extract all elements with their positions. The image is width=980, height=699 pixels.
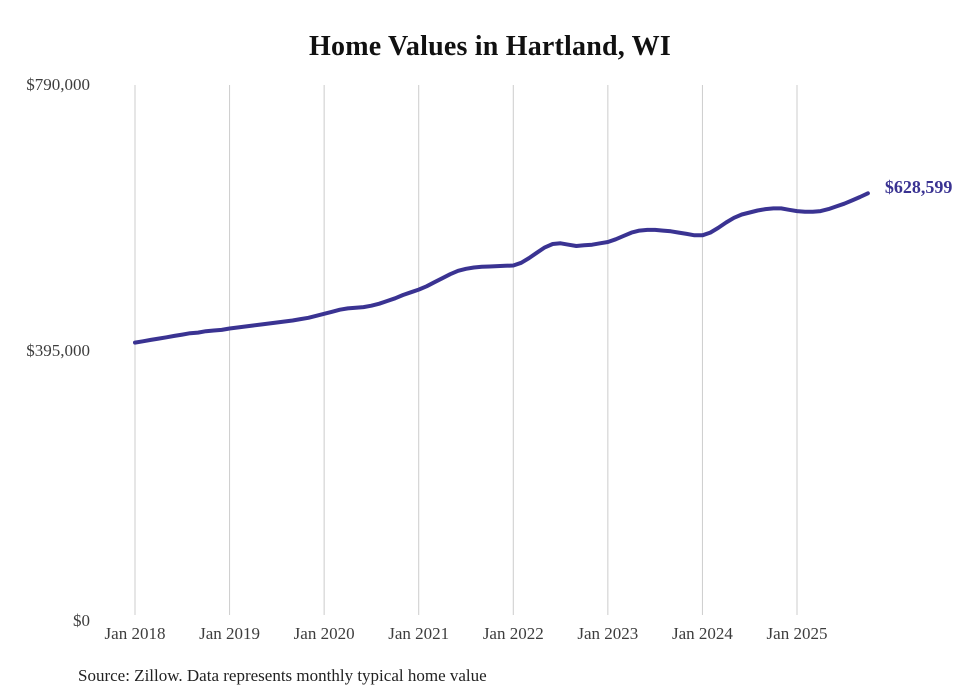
vertical-gridlines (134, 85, 798, 615)
y-axis-label-0: $0 (73, 611, 90, 630)
y-axis-label-790000: $790,000 (26, 75, 90, 94)
chart-title: Home Values in Hartland, WI (309, 31, 671, 62)
home-value-line (133, 191, 870, 345)
x-axis-label-jan-2021: Jan 2021 (388, 624, 450, 643)
x-axis-label-jan-2022: Jan 2022 (482, 624, 544, 643)
x-axis-label-jan-2018: Jan 2018 (104, 624, 166, 643)
latest-value-label: $628,599 (884, 177, 953, 198)
x-axis-label-jan-2023: Jan 2023 (577, 624, 639, 643)
x-axis-label-jan-2020: Jan 2020 (293, 624, 355, 643)
x-axis-label-jan-2024: Jan 2024 (671, 624, 733, 643)
x-axis-label-jan-2019: Jan 2019 (199, 624, 261, 643)
x-axis-label-jan-2025: Jan 2025 (766, 624, 828, 643)
y-axis-label-395000: $395,000 (26, 341, 90, 360)
source-note: Source: Zillow. Data represents monthly … (78, 666, 487, 685)
